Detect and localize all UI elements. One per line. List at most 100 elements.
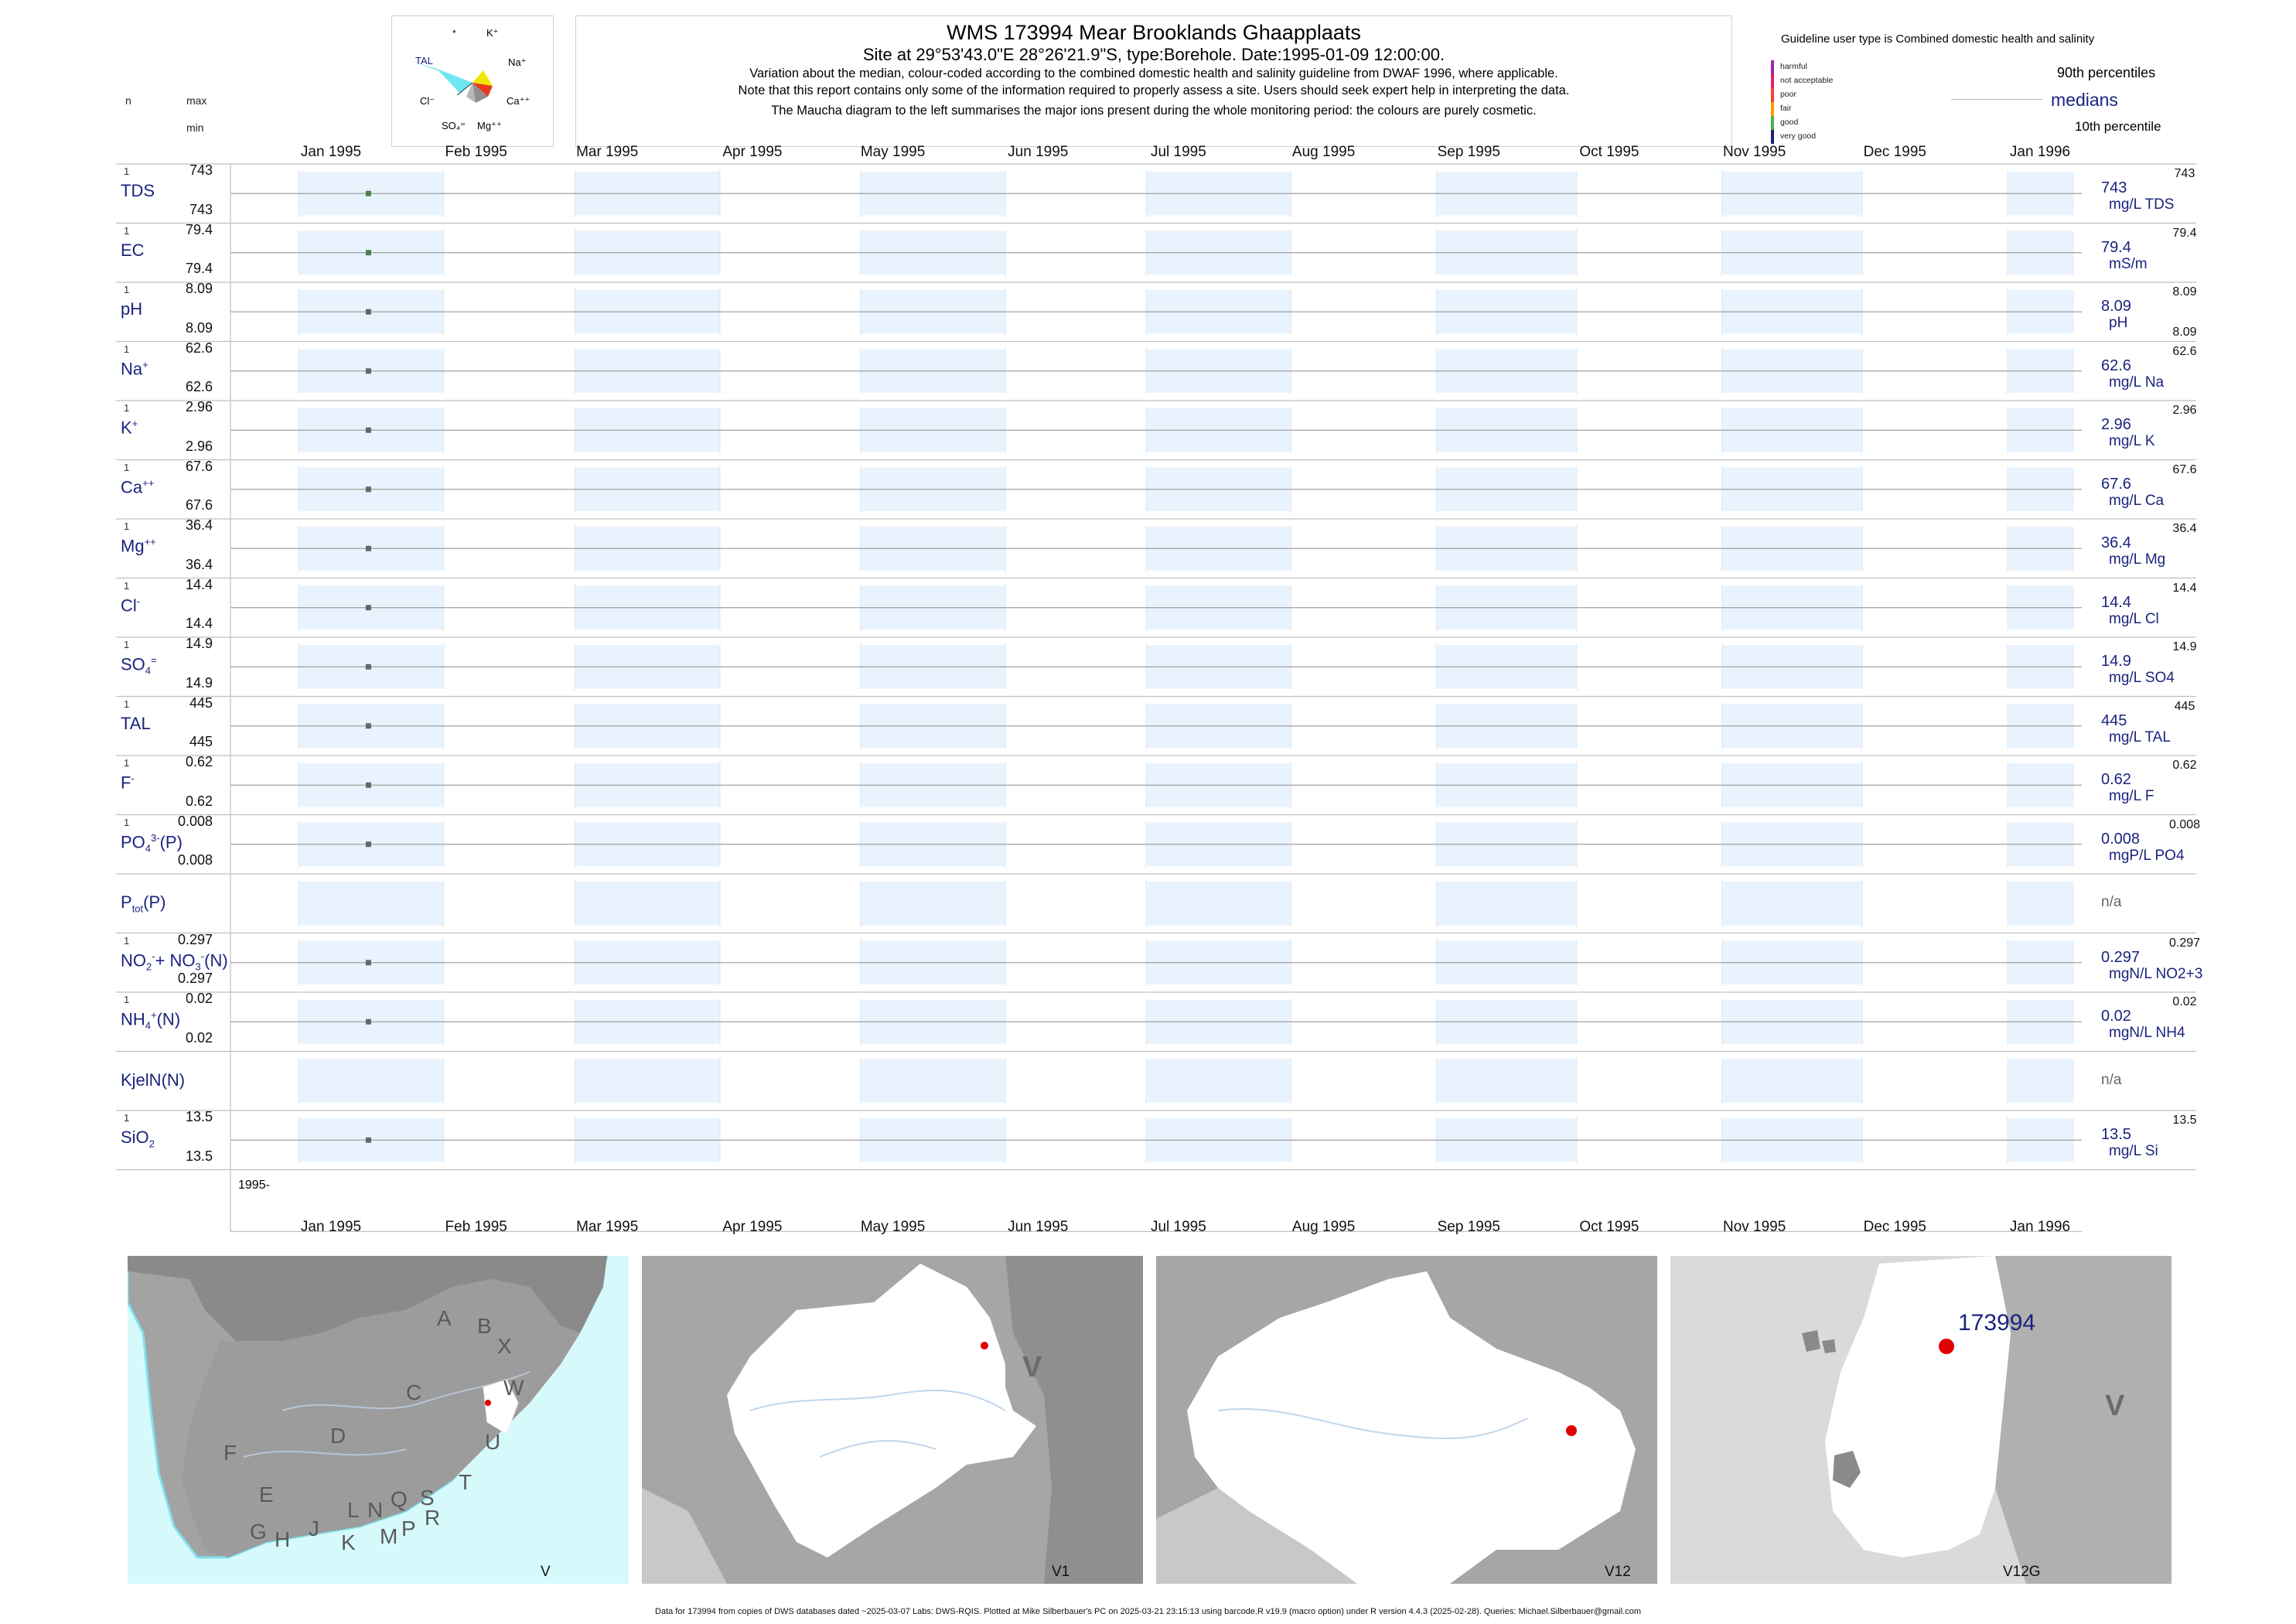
guideline-color-segment xyxy=(1771,102,1774,116)
month-band xyxy=(1436,882,1577,926)
maucha-label-k: K⁺ xyxy=(486,27,499,39)
month-band xyxy=(1145,882,1291,926)
month-tick-label: Jun 1995 xyxy=(1008,144,1069,160)
region-label-d: D xyxy=(330,1424,346,1448)
data-point xyxy=(365,960,371,966)
month-band xyxy=(2008,882,2074,926)
unit-label: mS/m xyxy=(2109,255,2148,272)
median-value: 79.4 xyxy=(2101,238,2131,256)
maucha-so4-sector xyxy=(466,83,476,103)
site-marker-v12 xyxy=(1566,1425,1577,1436)
min-value: 8.09 xyxy=(185,319,213,336)
maucha-label-cl: Cl⁻ xyxy=(420,95,435,107)
unit-label: mgN/L NH4 xyxy=(2109,1025,2185,1041)
parameter-name: TAL xyxy=(121,713,151,733)
median-value: 743 xyxy=(2101,179,2127,196)
region-label-w: W xyxy=(503,1376,524,1400)
region-label-r: R xyxy=(425,1506,440,1530)
parameter-name: Ptot(P) xyxy=(121,892,166,915)
region-label-k: K xyxy=(341,1530,356,1554)
median-na: n/a xyxy=(2101,894,2122,910)
median-value: 14.4 xyxy=(2101,593,2131,611)
page-title: WMS 173994 Mear Brooklands Ghaapplaats xyxy=(947,21,1361,44)
data-point xyxy=(365,1018,371,1025)
guideline-color-segment xyxy=(1771,88,1774,102)
right-max-value: 13.5 xyxy=(2172,1114,2197,1127)
region-label-j: J xyxy=(309,1517,319,1540)
note-line-1: Variation about the median, colour-coded… xyxy=(749,67,1558,80)
right-max-value: 8.09 xyxy=(2172,285,2197,299)
col-header-max: max xyxy=(186,94,207,107)
median-value: 14.9 xyxy=(2101,653,2131,670)
data-point xyxy=(365,782,371,788)
sample-count: 1 xyxy=(124,461,130,473)
map4-region-label: V xyxy=(2105,1390,2125,1422)
median-value: 2.96 xyxy=(2101,416,2131,433)
footer-note: Data for 173994 from copies of DWS datab… xyxy=(655,1607,1641,1616)
sample-count: 1 xyxy=(124,757,130,769)
map-drainage-v12: V12 xyxy=(1156,1256,1657,1584)
p10-label: 10th percentile xyxy=(2075,119,2161,134)
guideline-color-segment xyxy=(1771,116,1774,130)
right-min-value: 8.09 xyxy=(2172,326,2197,339)
parameter-name: Mg++ xyxy=(121,536,156,556)
month-band xyxy=(575,1059,720,1103)
maucha-label-tal: TAL xyxy=(415,55,433,67)
region-label-h: H xyxy=(275,1527,290,1551)
min-value: 62.6 xyxy=(185,379,213,394)
unit-label: mg/L Na xyxy=(2109,374,2165,391)
right-max-value: 0.297 xyxy=(2168,936,2201,950)
data-point xyxy=(365,368,371,374)
unit-label: mg/L TDS xyxy=(2109,196,2175,213)
guideline-color-segment xyxy=(1771,60,1774,74)
maucha-label-mg: Mg⁺⁺ xyxy=(477,120,502,131)
max-value: 14.4 xyxy=(185,576,213,592)
min-value: 79.4 xyxy=(185,261,213,276)
parameter-name: PO43-(P) xyxy=(121,831,183,855)
min-value: 445 xyxy=(189,734,213,749)
map4-site-label: 173994 xyxy=(1958,1310,2035,1336)
month-band xyxy=(1721,1059,1863,1103)
max-value: 0.008 xyxy=(177,813,213,829)
guideline-label: fair xyxy=(1780,104,1792,113)
unit-label: mg/L K xyxy=(2109,433,2155,449)
min-value: 0.008 xyxy=(177,852,213,868)
month-tick-label: Dec 1995 xyxy=(1863,144,1926,160)
right-max-value: 36.4 xyxy=(2172,522,2197,535)
page-subtitle: Site at 29°53'43.0"E 28°26'21.9"S, type:… xyxy=(862,45,1445,64)
data-point xyxy=(365,250,371,256)
parameter-name: K+ xyxy=(121,418,138,438)
region-label-p: P xyxy=(401,1517,416,1540)
unit-label: mg/L Mg xyxy=(2109,551,2166,568)
month-tick-label: Feb 1995 xyxy=(445,1219,507,1235)
sample-count: 1 xyxy=(124,579,130,592)
sample-count: 1 xyxy=(124,165,130,177)
parameter-name: Na+ xyxy=(121,358,148,378)
month-tick-label: Mar 1995 xyxy=(576,144,639,160)
sample-count: 1 xyxy=(124,816,130,828)
month-tick-label: Jan 1996 xyxy=(2009,1219,2071,1235)
maucha-label-ca: Ca⁺⁺ xyxy=(507,95,530,107)
min-value: 0.02 xyxy=(185,1029,213,1046)
month-tick-label: Nov 1995 xyxy=(1722,144,1786,160)
site-marker-v1 xyxy=(981,1342,988,1349)
month-tick-label: Mar 1995 xyxy=(576,1219,639,1235)
month-tick-label: Oct 1995 xyxy=(1579,1219,1639,1235)
region-label-f: F xyxy=(223,1441,237,1465)
data-point xyxy=(365,841,371,848)
month-tick-label: Jan 1996 xyxy=(2009,144,2071,160)
max-value: 79.4 xyxy=(185,221,213,237)
sample-count: 1 xyxy=(124,639,130,650)
median-value: 445 xyxy=(2101,711,2127,729)
sample-count: 1 xyxy=(124,1112,130,1124)
max-value: 0.02 xyxy=(185,991,213,1006)
region-label-t: T xyxy=(459,1470,472,1494)
median-value: 0.02 xyxy=(2101,1008,2131,1025)
parameter-name: SiO2 xyxy=(121,1128,155,1150)
right-max-value: 14.4 xyxy=(2172,581,2197,595)
median-value: 67.6 xyxy=(2101,475,2131,493)
maucha-diagram-box: * K⁺ TAL Na⁺ Cl⁻ Ca⁺⁺ SO₄⁼ Mg⁺⁺ xyxy=(391,15,554,147)
month-band xyxy=(1145,1059,1291,1103)
map2-label: V1 xyxy=(1052,1564,1070,1580)
maucha-label-na: Na⁺ xyxy=(508,56,526,68)
